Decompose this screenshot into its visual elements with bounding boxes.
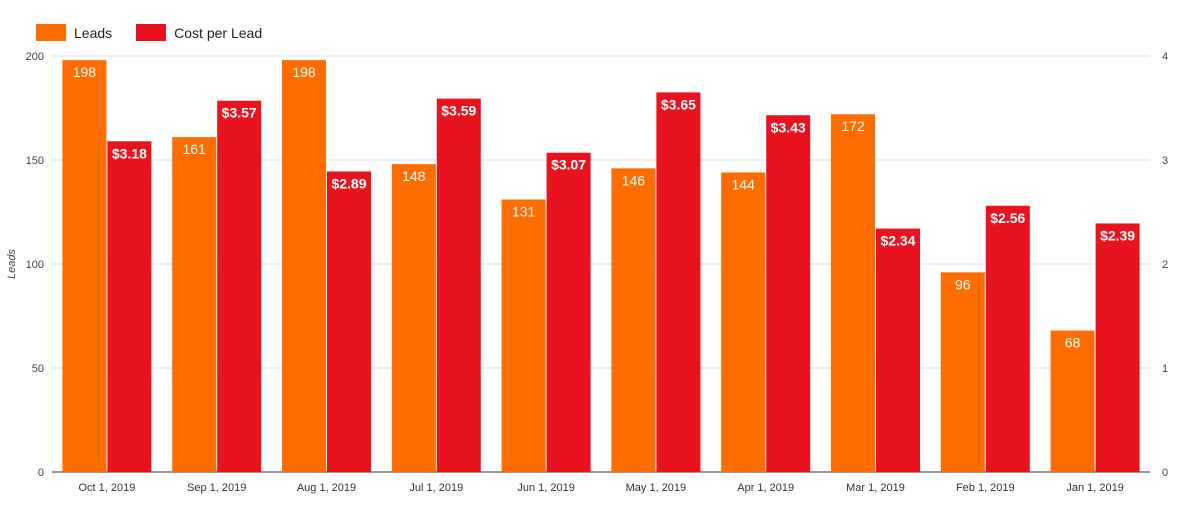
y2-tick-label: 4 [1162, 51, 1168, 63]
legend-label-cost-per-lead: Cost per Lead [174, 24, 263, 41]
x-tick-label: Jul 1, 2019 [409, 482, 463, 494]
x-tick-label: Aug 1, 2019 [297, 482, 356, 494]
x-tick-label: Mar 1, 2019 [846, 482, 905, 494]
x-tick-label: Oct 1, 2019 [78, 482, 135, 494]
data-label-leads: 198 [73, 64, 97, 80]
bar-leads [611, 168, 656, 472]
legend-label-leads: Leads [74, 24, 113, 41]
bar-leads [391, 164, 436, 472]
legend-swatch-cost-per-lead [136, 24, 167, 41]
bar-leads [1050, 330, 1095, 472]
bar-leads [940, 272, 985, 472]
data-label-cost-per-lead: $2.39 [1100, 227, 1135, 243]
data-label-leads: 148 [402, 168, 426, 184]
y2-tick-label: 2 [1162, 259, 1168, 271]
data-label-cost-per-lead: $2.56 [990, 210, 1025, 226]
data-label-cost-per-lead: $3.57 [222, 105, 257, 121]
data-label-cost-per-lead: $3.07 [551, 157, 586, 173]
x-tick-label: Sep 1, 2019 [187, 482, 246, 494]
bar-cost-per-lead [217, 100, 262, 472]
bar-cost-per-lead [656, 92, 701, 473]
bar-leads [501, 199, 546, 472]
data-label-cost-per-lead: $3.18 [112, 145, 147, 161]
data-label-cost-per-lead: $3.65 [661, 96, 696, 112]
y-tick-label: 150 [26, 155, 44, 167]
x-tick-label: Apr 1, 2019 [737, 482, 794, 494]
data-label-leads: 68 [1065, 335, 1081, 351]
bar-leads [831, 114, 875, 473]
data-label-leads: 144 [732, 176, 756, 192]
bar-cost-per-lead [436, 98, 481, 472]
legend: Leads Cost per Lead [36, 24, 286, 41]
y2-tick-label: 3 [1162, 155, 1168, 167]
x-tick-label: Jun 1, 2019 [517, 482, 575, 494]
legend-item-leads[interactable]: Leads [36, 24, 112, 41]
data-label-leads: 146 [622, 172, 646, 188]
bar-cost-per-lead [327, 171, 371, 472]
bar-cost-per-lead [1095, 223, 1140, 472]
x-tick-label: Jan 1, 2019 [1066, 482, 1124, 494]
data-label-leads: 198 [292, 64, 316, 80]
bar-cost-per-lead [546, 152, 591, 472]
bar-cost-per-lead [766, 115, 811, 472]
bar-leads [172, 137, 217, 472]
data-label-leads: 172 [841, 118, 865, 134]
data-label-leads: 131 [512, 204, 536, 220]
bar-cost-per-lead [985, 205, 1030, 472]
data-label-leads: 161 [183, 141, 207, 157]
y-tick-label: 200 [26, 51, 44, 63]
data-label-cost-per-lead: $2.89 [331, 175, 366, 191]
data-label-cost-per-lead: $2.34 [880, 233, 915, 249]
y-tick-label: 100 [26, 259, 44, 271]
y2-tick-label: 0 [1162, 467, 1168, 479]
bar-cost-per-lead [876, 228, 920, 472]
data-label-cost-per-lead: $3.43 [771, 119, 806, 135]
y2-tick-label: 1 [1162, 363, 1168, 375]
x-tick-label: May 1, 2019 [626, 482, 687, 494]
y-tick-label: 0 [38, 467, 44, 479]
legend-swatch-leads [36, 24, 66, 41]
bar-cost-per-lead [107, 141, 152, 472]
y-tick-label: 50 [32, 363, 44, 375]
bar-leads [721, 172, 766, 473]
x-tick-label: Feb 1, 2019 [956, 482, 1015, 494]
data-label-leads: 96 [955, 276, 971, 292]
bar-leads [282, 60, 326, 472]
data-label-cost-per-lead: $3.59 [441, 103, 476, 119]
y-axis-title: Leads [6, 249, 18, 279]
legend-item-cost-per-lead[interactable]: Cost per Lead [136, 24, 262, 41]
bar-leads [62, 60, 107, 472]
